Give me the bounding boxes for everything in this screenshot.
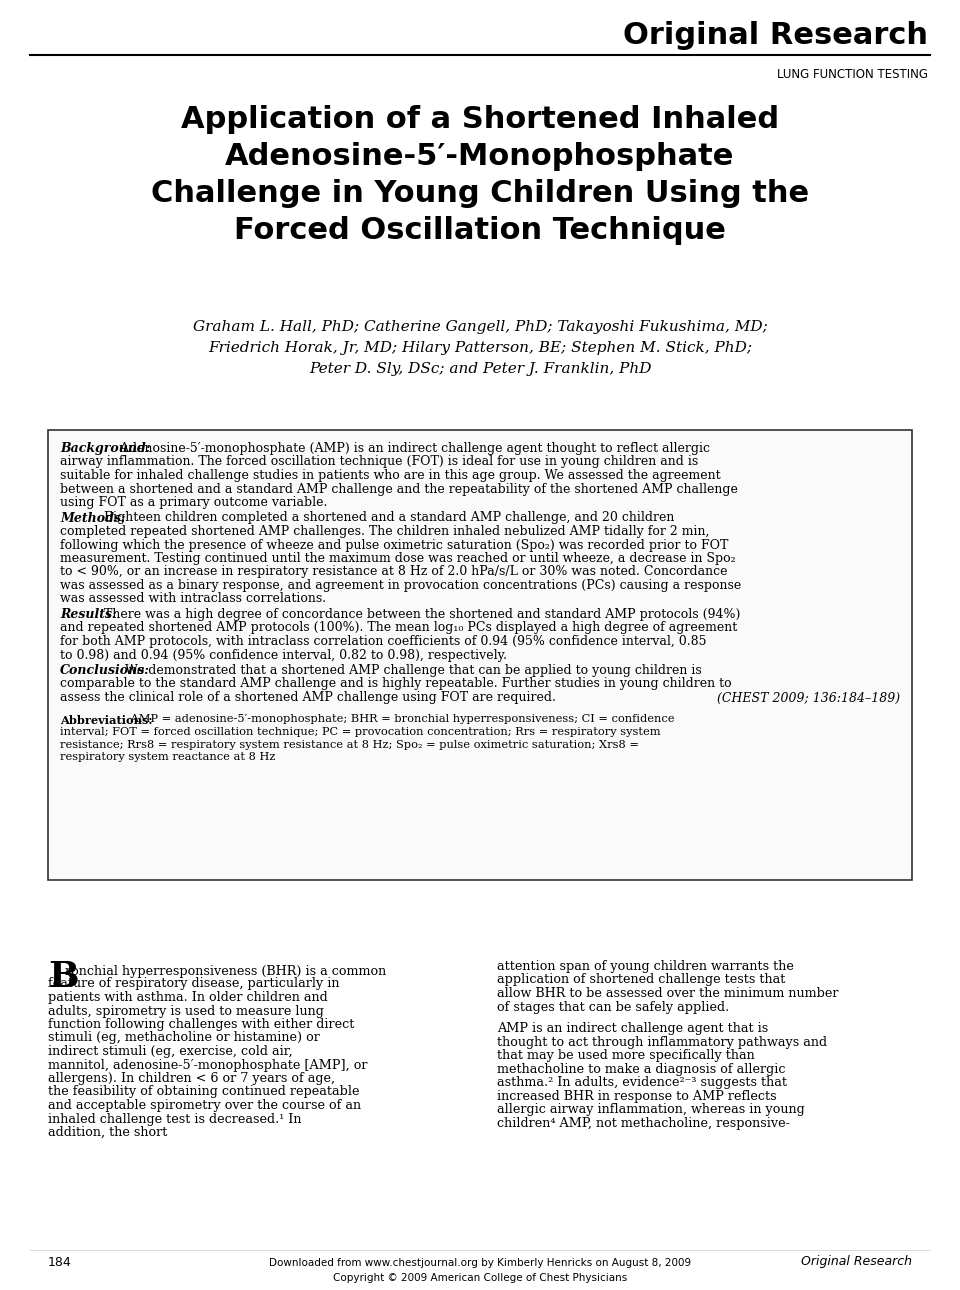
Text: allow BHR to be assessed over the minimum number: allow BHR to be assessed over the minimu… (497, 987, 838, 1000)
Text: for both AMP protocols, with intraclass correlation coefficients of 0.94 (95% co: for both AMP protocols, with intraclass … (60, 635, 707, 648)
Text: 184: 184 (48, 1255, 72, 1268)
Text: We demonstrated that a shortened AMP challenge that can be applied to young chil: We demonstrated that a shortened AMP cha… (121, 664, 702, 677)
Text: increased BHR in response to AMP reflects: increased BHR in response to AMP reflect… (497, 1090, 777, 1103)
Text: indirect stimuli (eg, exercise, cold air,: indirect stimuli (eg, exercise, cold air… (48, 1045, 293, 1058)
Text: respiratory system reactance at 8 Hz: respiratory system reactance at 8 Hz (60, 752, 276, 762)
Text: measurement. Testing continued until the maximum dose was reached or until wheez: measurement. Testing continued until the… (60, 552, 735, 565)
Text: addition, the short: addition, the short (48, 1126, 167, 1139)
Text: Background:: Background: (60, 442, 151, 455)
Text: There was a high degree of concordance between the shortened and standard AMP pr: There was a high degree of concordance b… (101, 608, 741, 620)
Text: the feasibility of obtaining continued repeatable: the feasibility of obtaining continued r… (48, 1085, 359, 1099)
Text: mannitol, adenosine-5′-monophosphate [AMP], or: mannitol, adenosine-5′-monophosphate [AM… (48, 1059, 368, 1072)
Text: children⁴ AMP, not methacholine, responsive-: children⁴ AMP, not methacholine, respons… (497, 1117, 790, 1130)
Text: function following challenges with either direct: function following challenges with eithe… (48, 1018, 354, 1031)
Text: was assessed with intraclass correlations.: was assessed with intraclass correlation… (60, 592, 326, 605)
Text: using FOT as a primary outcome variable.: using FOT as a primary outcome variable. (60, 495, 327, 510)
Text: Adenosine-5′-monophosphate (AMP) is an indirect challenge agent thought to refle: Adenosine-5′-monophosphate (AMP) is an i… (115, 442, 709, 455)
Text: allergic airway inflammation, whereas in young: allergic airway inflammation, whereas in… (497, 1103, 804, 1116)
Text: following which the presence of wheeze and pulse oximetric saturation (Spo₂) was: following which the presence of wheeze a… (60, 538, 729, 552)
Text: assess the clinical role of a shortened AMP challenge using FOT are required.: assess the clinical role of a shortened … (60, 691, 556, 704)
Text: and acceptable spirometry over the course of an: and acceptable spirometry over the cours… (48, 1099, 361, 1112)
Text: stimuli (eg, methacholine or histamine) or: stimuli (eg, methacholine or histamine) … (48, 1032, 320, 1045)
Text: Original Research: Original Research (801, 1255, 912, 1268)
Text: application of shortened challenge tests that: application of shortened challenge tests… (497, 974, 785, 987)
Text: Downloaded from www.chestjournal.org by Kimberly Henricks on August 8, 2009
Copy: Downloaded from www.chestjournal.org by … (269, 1258, 691, 1282)
Text: suitable for inhaled challenge studies in patients who are in this age group. We: suitable for inhaled challenge studies i… (60, 470, 721, 482)
Text: resistance; Rrs8 = respiratory system resistance at 8 Hz; Spo₂ = pulse oximetric: resistance; Rrs8 = respiratory system re… (60, 739, 638, 749)
Text: ronchial hyperresponsiveness (BHR) is a common: ronchial hyperresponsiveness (BHR) is a … (65, 965, 386, 978)
Text: Original Research: Original Research (623, 22, 928, 50)
Text: Abbreviations:: Abbreviations: (60, 715, 153, 725)
Text: LUNG FUNCTION TESTING: LUNG FUNCTION TESTING (777, 67, 928, 80)
Text: was assessed as a binary response, and agreement in provocation concentrations (: was assessed as a binary response, and a… (60, 579, 741, 592)
Text: methacholine to make a diagnosis of allergic: methacholine to make a diagnosis of alle… (497, 1063, 785, 1076)
Text: interval; FOT = forced oscillation technique; PC = provocation concentration; Rr: interval; FOT = forced oscillation techn… (60, 728, 660, 737)
Text: AMP = adenosine-5′-monophosphate; BHR = bronchial hyperresponsiveness; CI = conf: AMP = adenosine-5′-monophosphate; BHR = … (127, 715, 675, 725)
Text: comparable to the standard AMP challenge and is highly repeatable. Further studi: comparable to the standard AMP challenge… (60, 677, 732, 690)
Text: inhaled challenge test is decreased.¹ In: inhaled challenge test is decreased.¹ In (48, 1112, 301, 1125)
Text: to 0.98) and 0.94 (95% confidence interval, 0.82 to 0.98), respectively.: to 0.98) and 0.94 (95% confidence interv… (60, 649, 507, 662)
Text: Conclusions:: Conclusions: (60, 664, 150, 677)
Text: attention span of young children warrants the: attention span of young children warrant… (497, 960, 794, 973)
Text: (CHEST 2009; 136:184–189): (CHEST 2009; 136:184–189) (717, 691, 900, 706)
Text: completed repeated shortened AMP challenges. The children inhaled nebulized AMP : completed repeated shortened AMP challen… (60, 525, 709, 538)
Text: Application of a Shortened Inhaled
Adenosine-5′-Monophosphate
Challenge in Young: Application of a Shortened Inhaled Adeno… (151, 104, 809, 245)
Text: thought to act through inflammatory pathways and: thought to act through inflammatory path… (497, 1036, 828, 1049)
Text: and repeated shortened AMP protocols (100%). The mean log₁₀ PCs displayed a high: and repeated shortened AMP protocols (10… (60, 622, 737, 635)
Text: adults, spirometry is used to measure lung: adults, spirometry is used to measure lu… (48, 1005, 324, 1018)
Text: Methods:: Methods: (60, 512, 126, 525)
Text: airway inflammation. The forced oscillation technique (FOT) is ideal for use in : airway inflammation. The forced oscillat… (60, 455, 698, 468)
Text: feature of respiratory disease, particularly in: feature of respiratory disease, particul… (48, 978, 340, 991)
Text: between a shortened and a standard AMP challenge and the repeatability of the sh: between a shortened and a standard AMP c… (60, 482, 738, 495)
Text: B: B (48, 960, 79, 995)
Text: allergens). In children < 6 or 7 years of age,: allergens). In children < 6 or 7 years o… (48, 1072, 335, 1085)
Text: patients with asthma. In older children and: patients with asthma. In older children … (48, 991, 327, 1004)
Text: to < 90%, or an increase in respiratory resistance at 8 Hz of 2.0 hPa/s/L or 30%: to < 90%, or an increase in respiratory … (60, 565, 728, 578)
Text: Eighteen children completed a shortened and a standard AMP challenge, and 20 chi: Eighteen children completed a shortened … (101, 512, 675, 525)
Text: of stages that can be safely applied.: of stages that can be safely applied. (497, 1001, 730, 1014)
FancyBboxPatch shape (48, 430, 912, 880)
Text: Results:: Results: (60, 608, 116, 620)
Text: that may be used more specifically than: that may be used more specifically than (497, 1049, 755, 1062)
Text: asthma.² In adults, evidence²⁻³ suggests that: asthma.² In adults, evidence²⁻³ suggests… (497, 1076, 787, 1089)
Text: Graham L. Hall, PhD; Catherine Gangell, PhD; Takayoshi Fukushima, MD;
Friedrich : Graham L. Hall, PhD; Catherine Gangell, … (193, 320, 767, 377)
Text: AMP is an indirect challenge agent that is: AMP is an indirect challenge agent that … (497, 1022, 768, 1035)
